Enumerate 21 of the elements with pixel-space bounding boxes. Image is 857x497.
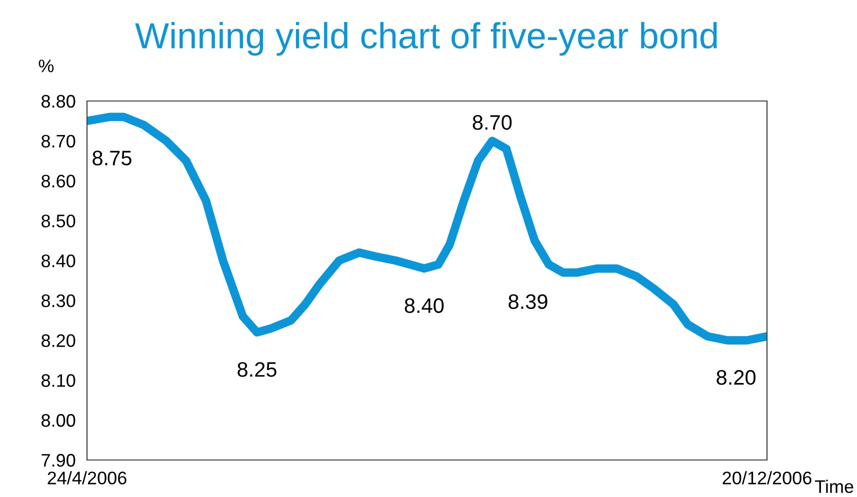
chart-title: Winning yield chart of five-year bond [135,22,717,56]
annotation: 8.40 [404,298,444,314]
y-tick-label: 8.40 [42,254,76,268]
y-tick-label: 8.50 [42,214,76,228]
x-tick-label: 24/4/2006 [48,471,126,484]
annotation: 8.25 [238,362,276,377]
annotation: 8.75 [92,150,132,166]
y-tick-label: 8.10 [42,374,76,387]
y-tick-label: 8.60 [42,174,76,188]
x-tick-label: 20/12/2006 [722,471,812,484]
annotation: 8.20 [716,370,756,385]
y-tick-label: 8.00 [42,414,76,427]
annotation: 8.39 [508,294,548,310]
y-tick-label: 8.20 [42,334,76,348]
y-axis-title: % [38,60,54,72]
y-tick-label: 7.90 [42,454,76,467]
y-tick-label: 8.30 [42,294,76,308]
annotation: 8.70 [472,115,512,130]
y-tick-label: 8.70 [42,134,76,148]
x-axis-title: Time [815,480,854,494]
y-tick-label: 8.80 [42,94,76,108]
